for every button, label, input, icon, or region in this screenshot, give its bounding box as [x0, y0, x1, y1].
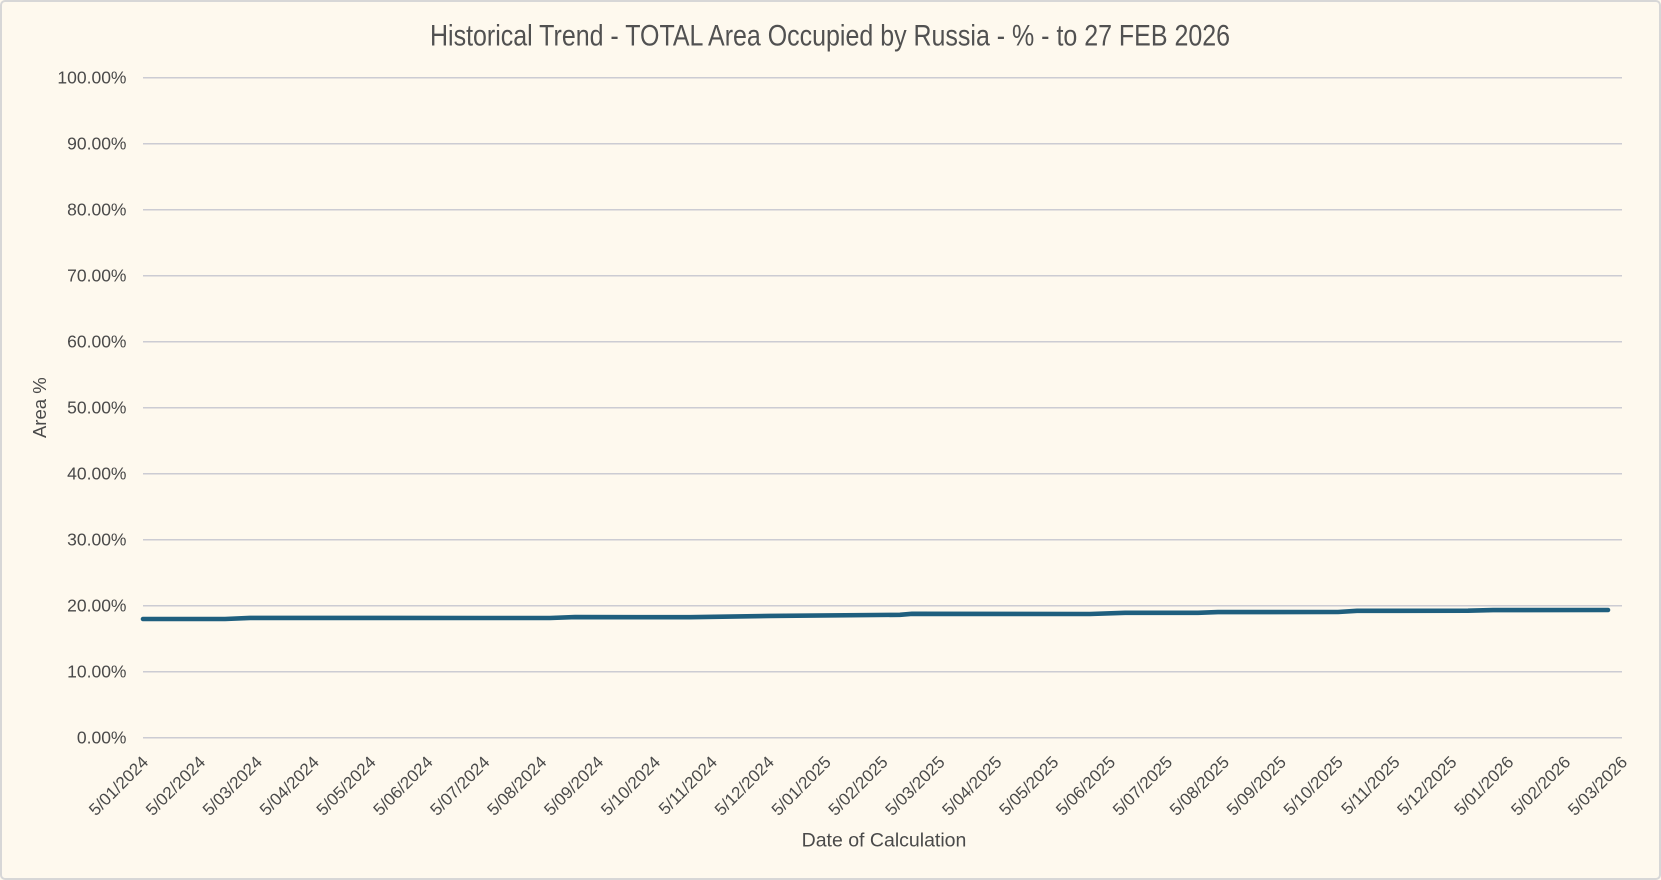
svg-text:40.00%: 40.00%: [67, 464, 126, 484]
svg-text:50.00%: 50.00%: [67, 398, 126, 418]
svg-text:10.00%: 10.00%: [67, 662, 126, 682]
svg-text:90.00%: 90.00%: [67, 134, 126, 154]
svg-text:0.00%: 0.00%: [77, 728, 127, 748]
svg-text:80.00%: 80.00%: [67, 200, 126, 220]
svg-text:30.00%: 30.00%: [67, 530, 126, 550]
svg-text:Date of Calculation: Date of Calculation: [802, 830, 967, 852]
svg-text:20.00%: 20.00%: [67, 596, 126, 616]
svg-text:60.00%: 60.00%: [67, 332, 126, 352]
svg-text:70.00%: 70.00%: [67, 266, 126, 286]
svg-text:Area %: Area %: [29, 377, 50, 438]
svg-text:100.00%: 100.00%: [57, 68, 126, 88]
svg-text:Historical Trend - TOTAL Area: Historical Trend - TOTAL Area Occupied b…: [430, 20, 1230, 53]
